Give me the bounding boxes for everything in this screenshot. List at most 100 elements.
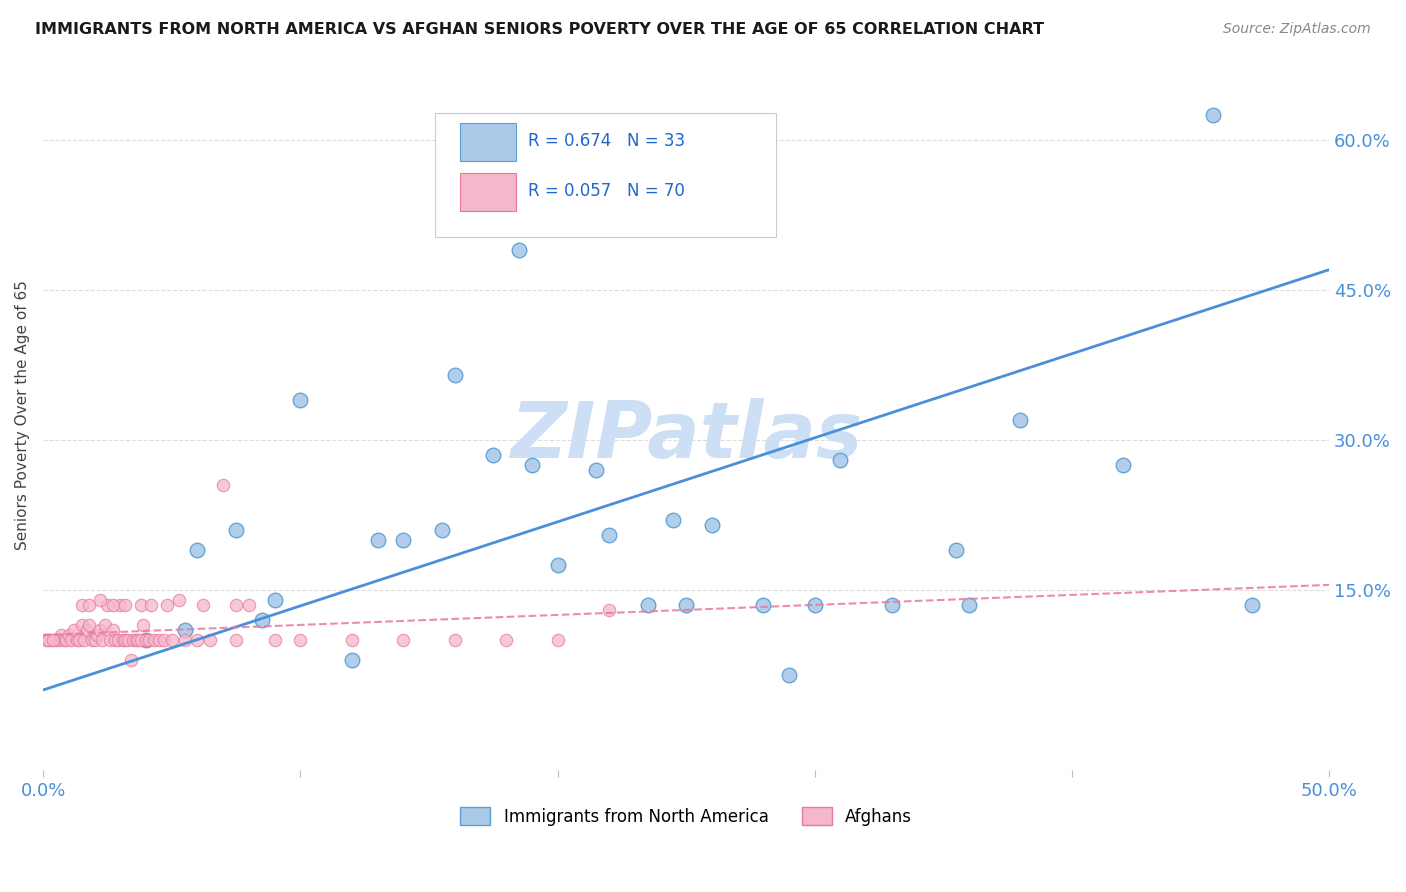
Point — [637, 598, 659, 612]
Point — [91, 632, 114, 647]
Text: Source: ZipAtlas.com: Source: ZipAtlas.com — [1223, 22, 1371, 37]
Point — [443, 632, 465, 647]
Point — [48, 632, 70, 647]
Point — [73, 632, 96, 647]
Point — [122, 632, 145, 647]
Point — [263, 632, 285, 647]
Point — [52, 632, 75, 647]
Point — [547, 558, 569, 572]
Point — [156, 598, 179, 612]
Point — [225, 632, 247, 647]
Text: R = 0.057   N = 70: R = 0.057 N = 70 — [527, 182, 685, 200]
Point — [598, 603, 620, 617]
FancyBboxPatch shape — [436, 113, 776, 237]
Point — [957, 598, 980, 612]
Point — [117, 632, 139, 647]
Point — [263, 593, 285, 607]
Point — [186, 632, 208, 647]
FancyBboxPatch shape — [460, 172, 516, 211]
Point — [37, 632, 59, 647]
Point — [598, 528, 620, 542]
Point — [114, 632, 136, 647]
Point — [675, 598, 697, 612]
Point — [135, 632, 157, 647]
Point — [173, 623, 195, 637]
Point — [65, 632, 87, 647]
Point — [520, 458, 543, 472]
Point — [127, 632, 149, 647]
Point — [79, 598, 101, 612]
Point — [169, 593, 191, 607]
Point — [778, 668, 800, 682]
Point — [125, 632, 148, 647]
Point — [366, 533, 388, 547]
Point — [238, 598, 260, 612]
Point — [101, 623, 124, 637]
Point — [67, 632, 90, 647]
Point — [45, 632, 67, 647]
Point — [340, 632, 363, 647]
Point — [96, 598, 118, 612]
Point — [803, 598, 825, 612]
Point — [392, 632, 415, 647]
Point — [290, 392, 312, 407]
Point — [94, 618, 117, 632]
Legend: Immigrants from North America, Afghans: Immigrants from North America, Afghans — [460, 807, 912, 826]
Point — [1202, 108, 1225, 122]
Point — [160, 632, 183, 647]
Point — [35, 632, 58, 647]
Point — [39, 632, 62, 647]
Point — [60, 632, 83, 647]
Point — [132, 618, 155, 632]
Point — [63, 623, 86, 637]
Point — [250, 613, 273, 627]
Point — [101, 598, 124, 612]
Point — [700, 517, 723, 532]
Point — [945, 542, 967, 557]
Point — [1010, 413, 1032, 427]
Point — [110, 598, 132, 612]
Point — [129, 598, 152, 612]
Y-axis label: Seniors Poverty Over the Age of 65: Seniors Poverty Over the Age of 65 — [15, 280, 30, 549]
Point — [141, 598, 163, 612]
FancyBboxPatch shape — [460, 123, 516, 161]
Point — [225, 598, 247, 612]
Point — [129, 632, 152, 647]
Point — [58, 628, 80, 642]
Point — [70, 618, 93, 632]
Point — [508, 243, 530, 257]
Point — [86, 628, 108, 642]
Point — [51, 628, 73, 642]
Point — [42, 632, 65, 647]
Point — [120, 653, 142, 667]
Text: IMMIGRANTS FROM NORTH AMERICA VS AFGHAN SENIORS POVERTY OVER THE AGE OF 65 CORRE: IMMIGRANTS FROM NORTH AMERICA VS AFGHAN … — [35, 22, 1045, 37]
Point — [80, 632, 103, 647]
Point — [79, 618, 101, 632]
Point — [142, 632, 165, 647]
Point — [186, 542, 208, 557]
Point — [55, 632, 77, 647]
Text: ZIPatlas: ZIPatlas — [510, 398, 862, 475]
Point — [148, 632, 170, 647]
Point — [107, 632, 129, 647]
Point — [495, 632, 517, 647]
Point — [212, 478, 235, 492]
Point — [89, 623, 111, 637]
Point — [585, 463, 607, 477]
Point — [173, 632, 195, 647]
Point — [662, 513, 685, 527]
Text: R = 0.674   N = 33: R = 0.674 N = 33 — [527, 132, 685, 150]
Point — [880, 598, 903, 612]
Point — [1240, 598, 1263, 612]
Point — [70, 598, 93, 612]
Point — [89, 593, 111, 607]
Point — [443, 368, 465, 382]
Point — [225, 523, 247, 537]
Point — [547, 632, 569, 647]
Point — [83, 632, 105, 647]
Point — [392, 533, 415, 547]
Point — [752, 598, 775, 612]
Point — [114, 598, 136, 612]
Point — [104, 632, 127, 647]
Point — [482, 448, 505, 462]
